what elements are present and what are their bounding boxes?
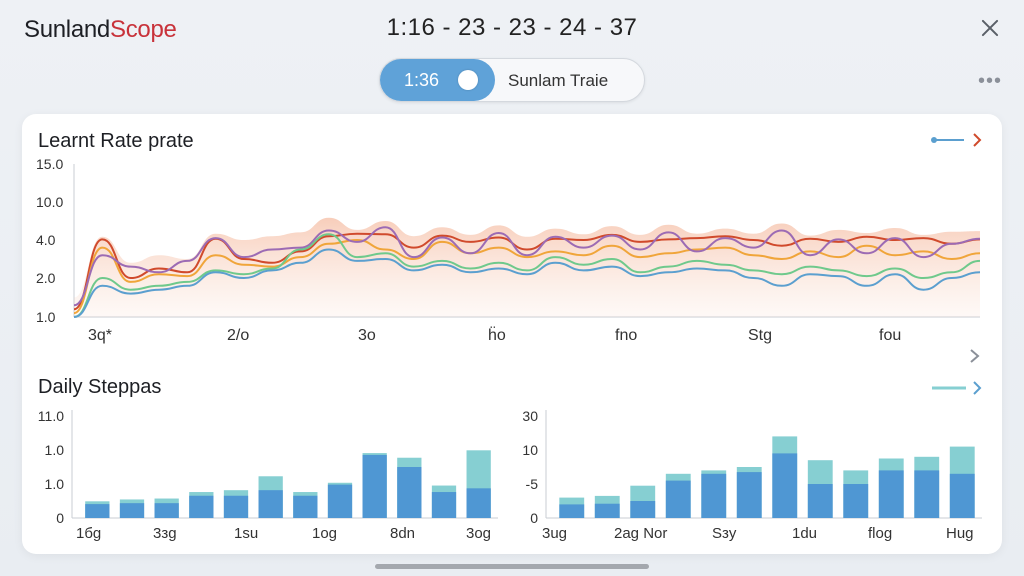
bar-base [119,503,145,518]
y-tick-label: 10 [522,442,538,458]
y-tick-label: 11.0 [38,408,64,424]
daily-steps-expand-icon[interactable] [928,380,988,396]
bar-base [362,454,387,518]
x-tick-label: Hug [946,525,974,542]
bar-base [466,488,491,518]
y-tick-label: 1.0 [45,442,65,458]
bar-base [914,470,940,518]
bar-base [327,484,353,518]
series-line-3 [73,226,981,307]
x-tick-label: 3o [358,327,376,344]
x-tick-label: fno [615,327,637,344]
y-tick-label: 0 [530,510,538,526]
x-tick-label: 3зg [153,525,177,542]
bar-base [431,492,457,518]
home-indicator[interactable] [375,564,649,569]
toggle-label: Sunlam Traie [508,71,609,90]
x-tick-label: 3ug [542,525,567,542]
x-tick-label: 8dn [390,525,415,542]
top-bar: SunlandScope 1:16 - 23 - 23 - 24 - 37 1:… [0,0,1024,110]
x-tick-label: 1og [312,525,337,542]
bar-base [154,503,179,518]
bar-base [843,484,869,518]
bar-base [258,490,283,518]
bar-base [736,472,762,518]
bar-base [949,473,975,518]
x-tick-label: Sзy [712,525,737,542]
y-tick-label: 0 [56,510,64,526]
series-line-2 [73,239,981,315]
chevron-right-icon[interactable] [968,348,982,364]
dashboard-card: Learnt Rate prate 15.0 10.0 4.0 2.0 1.0 3q* 2/… [22,114,1002,554]
y-tick-label: 30 [522,408,538,424]
series-line-4 [73,233,981,318]
x-tick-label: 2/o [227,327,249,344]
app-brand: SunlandScope [24,16,177,44]
bar-base [665,480,691,518]
y-tick-label: 10.0 [36,194,63,210]
bar-base [807,484,833,518]
bar-base [878,470,904,518]
bar-base [223,495,249,518]
clock-display: 1:16 - 23 - 23 - 24 - 37 [386,14,638,41]
x-tick-label: 1du [792,525,817,542]
x-tick-label: 1бg [76,525,101,542]
bar-base [559,504,585,518]
learn-rate-chart: 15.0 10.0 4.0 2.0 1.0 3q* 2/o 3o ḧo fno Stg fou [36,156,981,344]
bar-base [772,453,798,518]
bar-base [293,495,318,518]
bar-base [189,495,214,518]
x-tick-label: Stg [748,327,772,344]
mode-toggle[interactable]: 1:36 Sunlam Traie [379,58,645,102]
x-tick-label: 3q* [88,327,112,344]
x-tick-label: flog [868,525,892,542]
learn-rate-title: Learnt Rate prate [38,130,194,152]
brand-name: Sunland [24,16,110,43]
bar-base [630,501,656,518]
y-tick-label: 2.0 [36,270,56,286]
y-tick-label: 1.0 [45,476,65,492]
more-options-icon[interactable]: ••• [977,70,1002,92]
series-line-5 [73,248,981,318]
x-tick-label: 2ag Nor [614,525,667,542]
y-tick-label: 1.0 [36,309,56,325]
learn-rate-expand-icon[interactable] [928,132,988,148]
toggle-knob[interactable] [458,70,478,90]
brand-accent: Scope [109,16,177,43]
close-icon[interactable] [976,14,1004,42]
y-tick-label: -5 [526,476,539,492]
daily-steps-left-chart: 11.0 1.0 1.0 0 1бg 3зg 1su 1og 8dn 3og [38,408,498,542]
toggle-value: 1:36 [404,70,440,90]
bar-base [594,503,620,518]
x-tick-label: ḧo [488,325,506,344]
confidence-band [74,217,980,317]
daily-steps-title: Daily Steppas [38,376,162,398]
bar-base [397,467,422,518]
bar-base [701,473,727,518]
x-tick-label: fou [879,327,901,344]
y-tick-label: 4.0 [36,232,56,248]
y-tick-label: 15.0 [36,156,63,172]
bar-base [85,504,110,518]
x-tick-label: 3og [466,525,491,542]
x-tick-label: 1su [234,525,258,542]
